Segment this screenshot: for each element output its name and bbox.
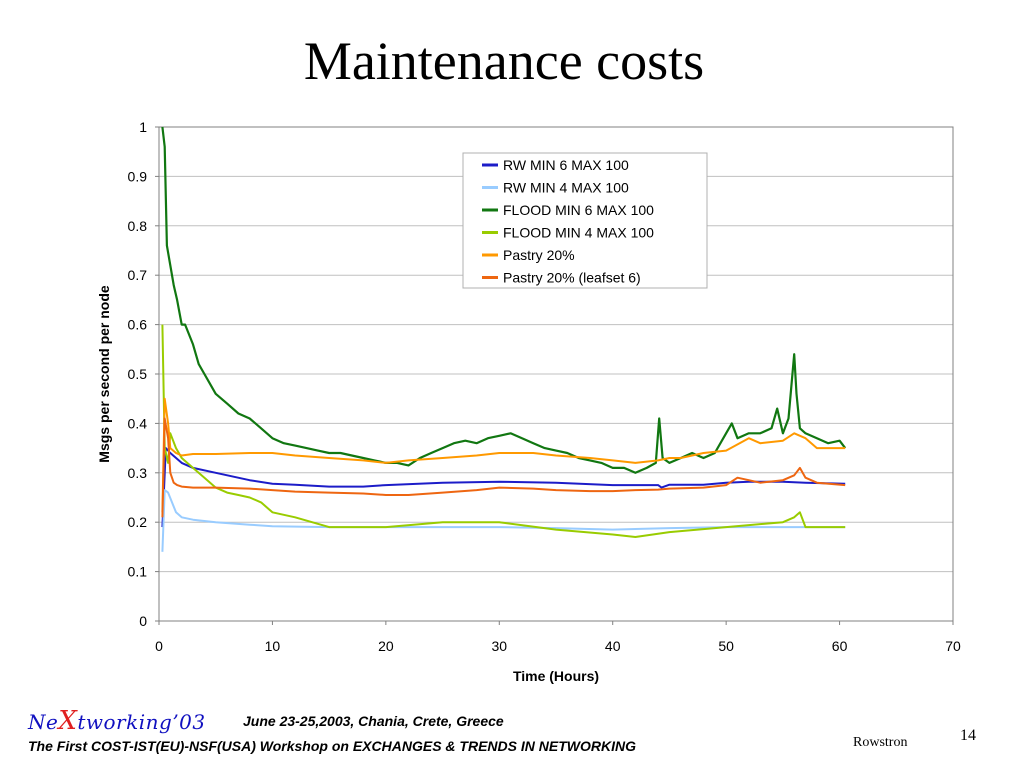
series-lines (161, 126, 847, 552)
x-tick-label: 10 (265, 638, 281, 654)
x-tick-label: 60 (832, 638, 848, 654)
series-line-3 (161, 126, 847, 474)
y-tick-label: 0.1 (128, 564, 148, 580)
y-axis-label: Msgs per second per node (96, 285, 112, 463)
footer-date: June 23-25,2003, Chania, Crete, Greece (243, 713, 504, 729)
x-tick-label: 20 (378, 638, 394, 654)
page-number: 14 (960, 727, 976, 744)
y-tick-label: 0.9 (128, 168, 148, 184)
nextworking-logo: NeXtworking’03 (28, 706, 206, 736)
legend-box (462, 152, 708, 289)
y-tick-label: 0.3 (128, 465, 148, 481)
x-tick-labels: 0 10 20 30 40 50 60 70 (155, 621, 961, 654)
x-tick-label: 0 (155, 638, 163, 654)
y-tick-label: 0.7 (128, 267, 148, 283)
y-tick-label: 0.6 (128, 317, 148, 333)
series-line-5 (161, 397, 846, 513)
y-tick-label: 0.5 (128, 366, 148, 382)
legend-label: FLOOD MIN 4 MAX 100 (503, 225, 654, 241)
slide-title: Maintenance costs (303, 31, 705, 91)
x-tick-label: 50 (718, 638, 734, 654)
y-tick-label: 0.4 (128, 415, 148, 431)
y-tick-labels: 0 0.1 0.2 0.3 0.4 0.5 0.6 0.7 0.8 0.9 1 (128, 119, 159, 629)
y-tick-label: 0.8 (128, 218, 148, 234)
x-axis-label: Time (Hours) (513, 668, 599, 684)
footer-author: Rowstron (853, 735, 908, 750)
x-tick-label: 70 (945, 638, 961, 654)
y-tick-label: 0.2 (128, 514, 148, 530)
x-tick-label: 30 (491, 638, 507, 654)
legend-label: Pastry 20% (leafset 6) (503, 270, 641, 286)
legend-label: Pastry 20% (503, 247, 575, 263)
series-line-4 (161, 324, 846, 538)
legend-label: RW MIN 6 MAX 100 (503, 157, 629, 173)
legend: RW MIN 6 MAX 100 RW MIN 4 MAX 100 FLOOD MI… (462, 152, 708, 289)
legend-label: RW MIN 4 MAX 100 (503, 180, 629, 196)
y-tick-label: 0 (139, 613, 147, 629)
footer-subtitle: The First COST-IST(EU)-NSF(USA) Workshop… (28, 738, 636, 754)
line-chart: 0 0.1 0.2 0.3 0.4 0.5 0.6 0.7 0.8 0.9 1 0 10 20 30 40 5… (96, 119, 961, 684)
series-line-6 (161, 417, 846, 518)
y-tick-label: 1 (139, 119, 147, 135)
legend-label: FLOOD MIN 6 MAX 100 (503, 202, 654, 218)
series-line-2 (161, 489, 846, 552)
x-tick-label: 40 (605, 638, 621, 654)
